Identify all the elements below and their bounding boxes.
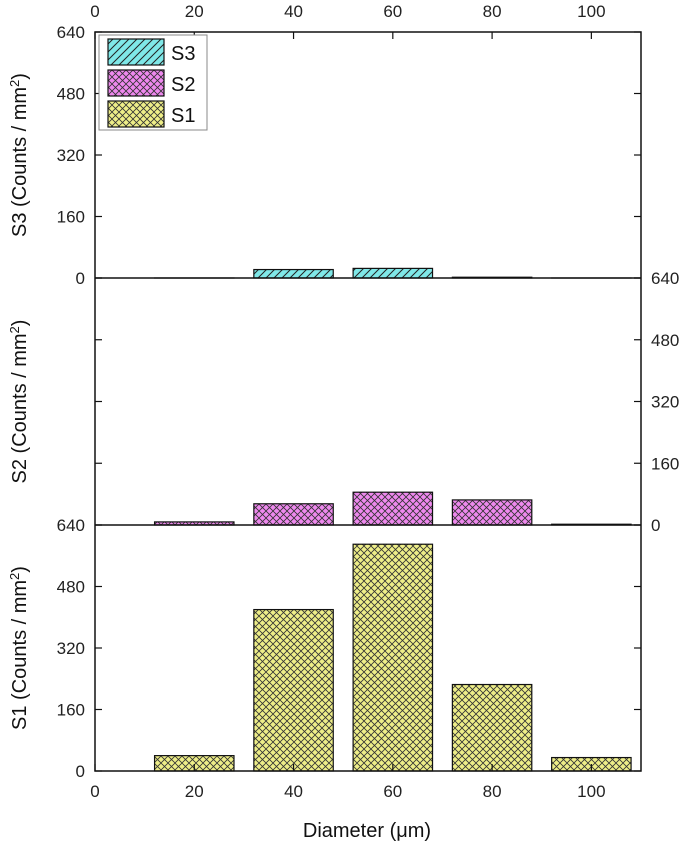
xtick-label-60: 60 (383, 782, 402, 801)
ytick-label-s2-0: 0 (651, 516, 660, 535)
ytick-label-s2-480: 480 (651, 331, 679, 350)
xtick-top-label-100: 100 (577, 2, 605, 21)
ytick-label-s3-320: 320 (57, 146, 85, 165)
xtick-label-80: 80 (483, 782, 502, 801)
legend: S3 S2 S1 (98, 34, 208, 131)
bar-s1-60 (352, 543, 434, 772)
legend-label-s3: S3 (171, 43, 195, 65)
bar-s3-40 (253, 268, 334, 279)
xtick-top-label-0: 0 (90, 2, 99, 21)
ytick-label-s3-480: 480 (57, 85, 85, 104)
plot-frame (94, 31, 642, 772)
axes-layer: 0 20 40 60 80 100 0 20 40 60 80 100 (90, 2, 642, 801)
bar-s2-80 (451, 499, 533, 526)
xtick-label-40: 40 (284, 782, 303, 801)
panels-layer: 0 160 320 480 640 S3 (Counts / mm2) 0 160 320 480… (7, 23, 680, 781)
ytick-label-s2-320: 320 (651, 393, 679, 412)
xtick-top-label-20: 20 (185, 2, 204, 21)
legend-label-s2: S2 (171, 74, 195, 96)
panel-s1: 0 160 320 480 640 S1 (Counts / mm2) (7, 516, 641, 781)
y-axis-title-s3: S3 (Counts / mm2) (7, 73, 32, 237)
xtick-top-label-60: 60 (383, 2, 402, 21)
legend-swatch-s3 (107, 38, 165, 66)
legend-swatch-s1 (107, 100, 165, 128)
panel-s2: 0 160 320 480 640 S2 (Counts / mm2) (7, 269, 680, 535)
y-axis-title-s2: S2 (Counts / mm2) (7, 320, 32, 484)
bar-s2-40 (253, 503, 334, 526)
ytick-label-s3-0: 0 (76, 269, 85, 288)
ytick-label-s3-160: 160 (57, 208, 85, 227)
ytick-label-s1-0: 0 (76, 762, 85, 781)
bar-s1-80 (451, 683, 533, 772)
ytick-label-s1-160: 160 (57, 701, 85, 720)
ytick-label-s1-640: 640 (57, 516, 85, 535)
xtick-top-label-80: 80 (483, 2, 502, 21)
ytick-label-s2-640: 640 (651, 269, 679, 288)
legend-label-s1: S1 (171, 105, 195, 127)
bar-s1-40 (253, 608, 334, 772)
bar-s3-60 (352, 267, 434, 279)
xtick-label-20: 20 (185, 782, 204, 801)
ytick-label-s2-160: 160 (651, 454, 679, 473)
legend-swatch-s2 (107, 69, 165, 97)
ytick-label-s1-480: 480 (57, 578, 85, 597)
xtick-label-100: 100 (577, 782, 605, 801)
bar-s2-60 (352, 491, 434, 526)
ytick-label-s3-640: 640 (57, 23, 85, 42)
ytick-label-s1-320: 320 (57, 639, 85, 658)
x-axis-title: Diameter (μm) (303, 820, 431, 842)
xtick-top-label-40: 40 (284, 2, 303, 21)
xtick-label-0: 0 (90, 782, 99, 801)
y-axis-title-s1: S1 (Counts / mm2) (7, 566, 32, 730)
